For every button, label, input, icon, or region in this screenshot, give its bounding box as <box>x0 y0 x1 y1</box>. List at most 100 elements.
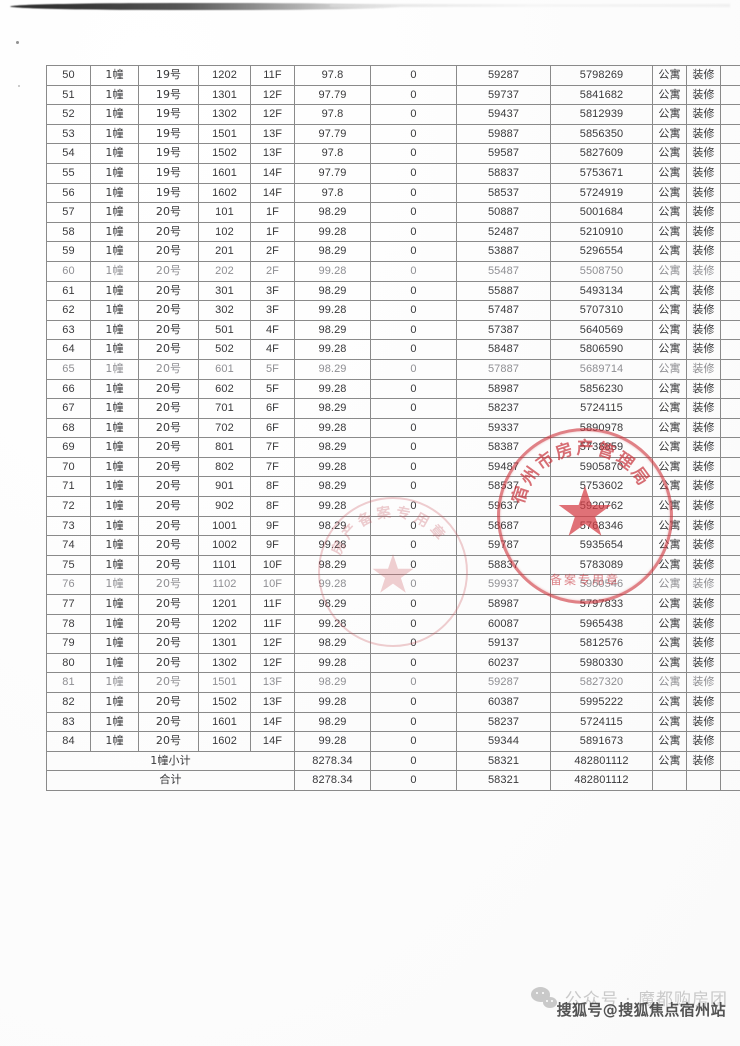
cell-share: 0 <box>370 613 457 635</box>
summary-cell-unit-price: 58321 <box>456 770 551 791</box>
cell-idx: 72 <box>46 496 91 517</box>
cell-floor: 3F <box>250 300 295 321</box>
cell-total-price: 5707310 <box>550 300 653 321</box>
cell-room: 701 <box>198 398 251 419</box>
cell-total-price: 5798269 <box>550 65 653 86</box>
table-row: 68 1幢 20号 702 6F 99.28 0 59337 5890978 公寓 装修 <box>46 417 740 439</box>
cell-decor: 装修 <box>686 84 721 106</box>
cell-decor: 装修 <box>686 162 721 184</box>
cell-building: 1幢 <box>90 535 139 556</box>
cell-building: 1幢 <box>90 241 139 262</box>
cell-total-price: 5806590 <box>550 339 653 360</box>
cell-room: 1302 <box>198 104 251 125</box>
cell-total-price: 5640569 <box>550 319 653 341</box>
cell-room: 1502 <box>198 143 251 164</box>
cell-floor: 10F <box>250 574 295 596</box>
cell-blank <box>720 496 740 517</box>
cell-blank <box>720 280 740 302</box>
cell-floor: 4F <box>250 319 295 341</box>
cell-decor: 装修 <box>686 417 721 439</box>
cell-area: 99.28 <box>294 692 371 713</box>
cell-blank <box>720 554 740 576</box>
summary-cell-total-price: 482801112 <box>550 770 653 791</box>
table-row: 56 1幢 19号 1602 14F 97.8 0 58537 5724919 公寓 装修 <box>46 182 740 204</box>
cell-decor: 装修 <box>686 633 721 654</box>
cell-building: 1幢 <box>90 300 139 321</box>
cell-unit-price: 60387 <box>456 692 551 713</box>
cell-usage: 公寓 <box>652 731 687 752</box>
cell-building: 1幢 <box>90 65 139 86</box>
price-filing-table: 50 1幢 19号 1202 11F 97.8 0 59287 5798269 公寓 装修 51 1幢 1… <box>46 65 740 791</box>
cell-unit: 20号 <box>138 574 199 596</box>
cell-blank <box>720 731 740 752</box>
cell-usage: 公寓 <box>652 221 687 243</box>
cell-unit: 20号 <box>138 260 199 282</box>
cell-unit-price: 59887 <box>456 123 551 145</box>
cell-unit-price: 59437 <box>456 104 551 125</box>
cell-share: 0 <box>370 398 457 419</box>
summary-cell-area: 8278.34 <box>294 750 371 772</box>
cell-unit-price: 59787 <box>456 535 551 556</box>
cell-total-price: 5827609 <box>550 143 653 164</box>
cell-total-price: 5965438 <box>550 613 653 635</box>
cell-usage: 公寓 <box>652 241 687 262</box>
cell-unit-price: 60237 <box>456 652 551 674</box>
cell-blank <box>720 300 740 321</box>
cell-area: 97.79 <box>294 84 371 106</box>
cell-room: 1501 <box>198 672 251 693</box>
cell-decor: 装修 <box>686 496 721 517</box>
cell-share: 0 <box>370 535 457 556</box>
cell-share: 0 <box>370 515 457 537</box>
cell-unit-price: 59344 <box>456 731 551 752</box>
cell-share: 0 <box>370 300 457 321</box>
cell-floor: 5F <box>250 378 295 400</box>
cell-building: 1幢 <box>90 613 139 635</box>
cell-total-price: 5891673 <box>550 731 653 752</box>
cell-unit: 20号 <box>138 515 199 537</box>
cell-usage: 公寓 <box>652 535 687 556</box>
cell-floor: 8F <box>250 476 295 498</box>
cell-area: 98.29 <box>294 476 371 498</box>
cell-total-price: 5001684 <box>550 202 653 223</box>
cell-decor: 装修 <box>686 672 721 693</box>
cell-unit: 20号 <box>138 358 199 380</box>
cell-idx: 59 <box>46 241 91 262</box>
cell-idx: 77 <box>46 594 91 615</box>
cell-room: 1201 <box>198 594 251 615</box>
cell-usage: 公寓 <box>652 476 687 498</box>
cell-room: 1101 <box>198 554 251 576</box>
cell-room: 802 <box>198 456 251 478</box>
cell-share: 0 <box>370 123 457 145</box>
cell-unit: 20号 <box>138 633 199 654</box>
cell-area: 98.29 <box>294 202 371 223</box>
cell-area: 99.28 <box>294 613 371 635</box>
table-row: 64 1幢 20号 502 4F 99.28 0 58487 5806590 公寓 装修 <box>46 339 740 360</box>
cell-floor: 6F <box>250 398 295 419</box>
cell-unit: 20号 <box>138 672 199 693</box>
cell-usage: 公寓 <box>652 672 687 693</box>
cell-decor: 装修 <box>686 280 721 302</box>
summary-cell-total-price: 482801112 <box>550 750 653 772</box>
table-row: 55 1幢 19号 1601 14F 97.79 0 58837 5753671 公寓 装修 <box>46 162 740 184</box>
cell-unit-price: 53887 <box>456 241 551 262</box>
cell-unit: 20号 <box>138 319 199 341</box>
table-row: 63 1幢 20号 501 4F 98.29 0 57387 5640569 公寓 装修 <box>46 319 740 341</box>
cell-total-price: 5689714 <box>550 358 653 380</box>
cell-unit: 20号 <box>138 692 199 713</box>
cell-blank <box>720 417 740 439</box>
cell-decor: 装修 <box>686 398 721 419</box>
cell-area: 99.28 <box>294 300 371 321</box>
cell-building: 1幢 <box>90 202 139 223</box>
cell-blank <box>720 260 740 282</box>
table-row: 72 1幢 20号 902 8F 99.28 0 59637 5920762 公寓 装修 <box>46 496 740 517</box>
cell-usage: 公寓 <box>652 437 687 458</box>
cell-floor: 13F <box>250 143 295 164</box>
cell-total-price: 5724919 <box>550 182 653 204</box>
cell-share: 0 <box>370 711 457 733</box>
cell-idx: 55 <box>46 162 91 184</box>
cell-floor: 14F <box>250 731 295 752</box>
cell-unit: 19号 <box>138 123 199 145</box>
cell-unit-price: 58537 <box>456 182 551 204</box>
cell-room: 302 <box>198 300 251 321</box>
cell-decor: 装修 <box>686 456 721 478</box>
